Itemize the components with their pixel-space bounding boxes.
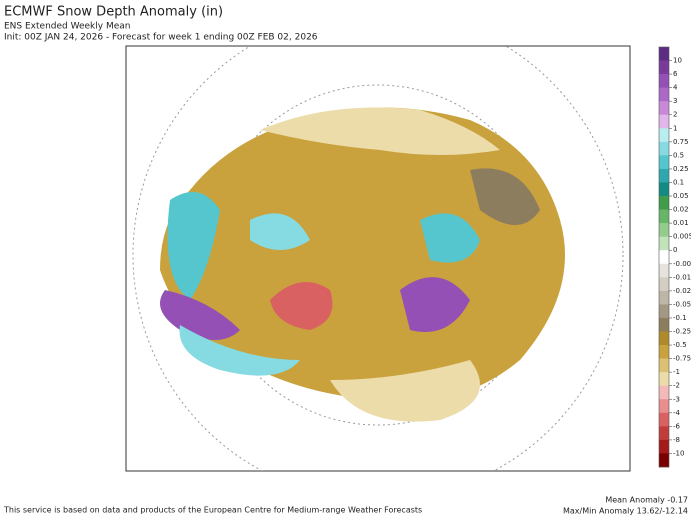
colorbar-label: 0.25: [673, 165, 689, 173]
snow-region: [250, 213, 310, 250]
colorbar-label: -1: [673, 368, 680, 376]
snow-region: [470, 168, 540, 225]
colorbar-segment: [659, 182, 669, 197]
colorbar-label: 0.02: [673, 206, 689, 214]
colorbar-segment: [659, 304, 669, 319]
colorbar-label: 0.1: [673, 178, 684, 186]
colorbar-segment: [659, 223, 669, 237]
snow-region: [260, 107, 500, 155]
colorbar-label: 0.05: [673, 192, 689, 200]
colorbar-label: -6: [673, 422, 681, 430]
colorbar-segment: [659, 358, 669, 373]
colorbar-segment: [659, 331, 669, 346]
colorbar-segment: [659, 236, 669, 251]
colorbar-label: 4: [673, 84, 678, 92]
snow-region: [420, 213, 480, 263]
colorbar-segment: [659, 141, 669, 156]
colorbar-label: -3: [673, 395, 680, 403]
snow-region: [330, 360, 480, 422]
colorbar-segment: [659, 290, 669, 305]
colorbar-label: 6: [673, 70, 678, 78]
colorbar-segment: [659, 74, 669, 88]
colorbar-label: -0.005: [673, 260, 691, 268]
colorbar-segment: [659, 317, 669, 332]
colorbar-segment: [659, 114, 669, 129]
credit: This service is based on data and produc…: [3, 506, 422, 515]
colorbar-segment: [659, 47, 669, 61]
mean-anomaly: Mean Anomaly -0.17: [605, 496, 688, 505]
colorbar-label: -0.5: [673, 341, 687, 349]
snow-region: [179, 325, 300, 376]
colorbar-label: 0.01: [673, 219, 689, 227]
colorbar-label: 0.5: [673, 151, 684, 159]
colorbar-label: -8: [673, 436, 680, 444]
colorbar-segment: [659, 155, 669, 170]
colorbar-segment: [659, 399, 669, 414]
colorbar-segment: [659, 385, 669, 400]
colorbar-label: 0: [673, 246, 677, 254]
snow-region: [400, 277, 470, 332]
colorbar-segment: [659, 168, 669, 183]
subtitle: ENS Extended Weekly Mean: [4, 22, 130, 32]
colorbar-segment: [659, 453, 669, 468]
colorbar-label: 2: [673, 111, 677, 119]
colorbar-label: -4: [673, 409, 681, 417]
colorbar-segment: [659, 263, 669, 278]
snow-region: [270, 282, 333, 330]
colorbar-segment: [659, 60, 669, 75]
init-line: Init: 00Z JAN 24, 2026 - Forecast for we…: [4, 33, 318, 43]
colorbar-segment: [659, 345, 669, 359]
colorbar-segment: [659, 439, 669, 454]
colorbar-label: -2: [673, 382, 680, 390]
colorbar-segment: [659, 412, 669, 427]
colorbar-segment: [659, 128, 669, 143]
snow-region: [167, 192, 220, 300]
colorbar-label: -0.02: [673, 287, 691, 295]
colorbar-label: 3: [673, 97, 677, 105]
colorbar-label: -10: [673, 449, 684, 457]
graticule: [132, 46, 624, 471]
colorbar-segment: [659, 277, 669, 292]
colorbar-segment: [659, 87, 669, 102]
map: [125, 45, 631, 472]
colorbar-label: 0.005: [673, 233, 691, 241]
colorbar-label: 1: [673, 124, 677, 132]
colorbar-segment: [659, 250, 669, 265]
colorbar-segment: [659, 101, 669, 116]
snow-region: [160, 107, 565, 402]
colorbar-label: -0.25: [673, 328, 691, 336]
colorbar-label: -0.05: [673, 300, 691, 308]
colorbar: 10 6 4 3 2 1 0.75 0.5 0.25 0.1 0.05 0.02 0.01 0.005 0 -…: [658, 46, 691, 468]
colorbar-segment: [659, 372, 669, 387]
colorbar-frame: [658, 46, 670, 468]
colorbar-segment: [659, 426, 669, 441]
colorbar-segment: [659, 209, 669, 224]
colorbar-label: -0.01: [673, 273, 691, 281]
colorbar-segment: [659, 196, 669, 210]
maxmin-anomaly: Max/Min Anomaly 13.62/-12.14: [563, 507, 688, 516]
colorbar-label: 0.75: [673, 138, 689, 146]
colorbar-label: 10: [673, 57, 682, 65]
title: ECMWF Snow Depth Anomaly (in): [4, 5, 223, 20]
colorbar-label: -0.1: [673, 314, 687, 322]
colorbar-label: -0.75: [673, 355, 691, 363]
